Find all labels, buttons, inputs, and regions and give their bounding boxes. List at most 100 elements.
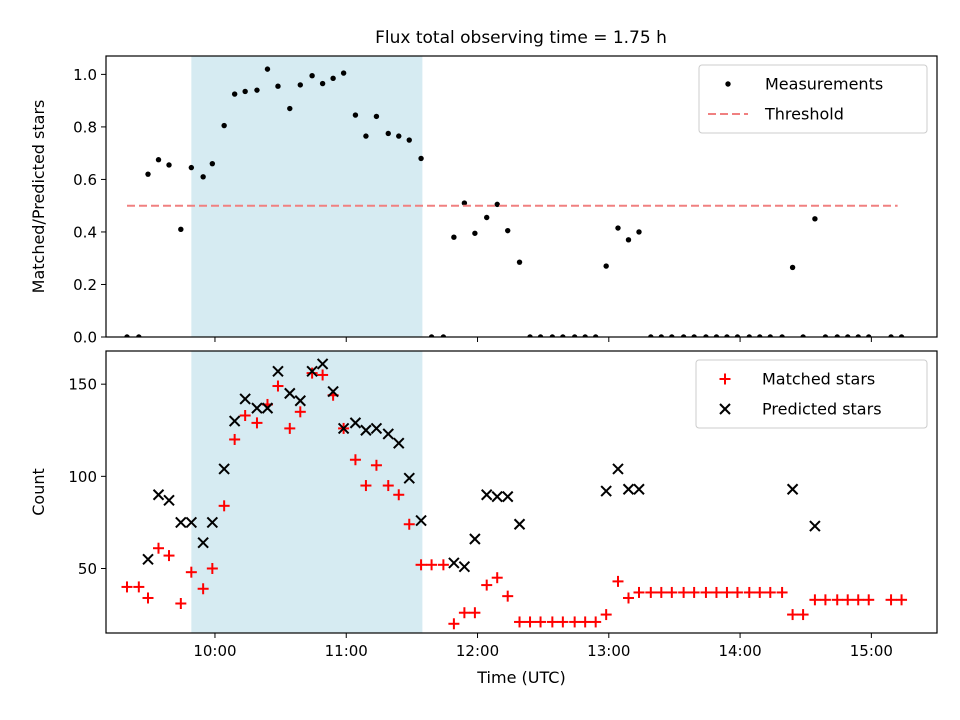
data-point: [513, 518, 526, 530]
y-tick-label: 0.6: [73, 171, 97, 189]
data-point: [309, 72, 315, 79]
data-point: [633, 483, 645, 495]
data-point: [863, 594, 875, 606]
data-point: [382, 428, 394, 440]
data-point: [188, 164, 195, 171]
data-point: [582, 334, 588, 337]
plot-area: [121, 358, 908, 630]
data-point: [370, 422, 383, 435]
data-point: [145, 171, 151, 177]
data-point: [385, 130, 391, 137]
data-point: [136, 334, 142, 337]
data-point: [603, 263, 609, 269]
data-point: [133, 581, 145, 593]
data-point: [228, 415, 241, 427]
data-point: [396, 133, 402, 139]
y-tick-label: 1.0: [73, 66, 97, 84]
data-point: [721, 586, 733, 598]
data-point: [600, 485, 612, 497]
data-point: [710, 586, 722, 598]
data-point: [306, 367, 318, 379]
data-point: [440, 334, 447, 337]
data-point: [546, 616, 558, 628]
data-point: [787, 609, 799, 621]
data-point: [272, 365, 284, 377]
data-point: [622, 592, 634, 604]
data-point: [218, 463, 230, 475]
data-point: [535, 616, 547, 628]
data-point: [218, 500, 230, 512]
data-point: [251, 417, 263, 429]
data-point: [505, 227, 511, 234]
data-point: [284, 422, 296, 434]
data-point: [142, 592, 154, 604]
legend-marker: [719, 403, 731, 415]
legend-entry: Measurements: [725, 75, 883, 94]
data-point: [491, 490, 503, 503]
legend-marker: [725, 81, 731, 87]
legend-entry: Predicted stars: [719, 400, 882, 419]
data-point: [121, 581, 133, 593]
y-tick-label: 150: [68, 376, 97, 394]
data-point: [360, 480, 372, 492]
data-point: [458, 560, 471, 573]
data-point: [557, 616, 569, 628]
data-point: [678, 586, 690, 598]
data-point: [229, 433, 241, 445]
data-point: [175, 516, 187, 529]
data-point: [155, 157, 162, 163]
data-point: [166, 162, 172, 168]
data-point: [491, 572, 503, 584]
data-point: [896, 594, 908, 606]
data-point: [549, 334, 556, 337]
y-tick-label: 100: [68, 468, 97, 486]
data-point: [197, 536, 209, 549]
data-point: [373, 113, 380, 120]
data-point: [789, 264, 796, 271]
data-point: [885, 594, 897, 606]
data-point: [834, 334, 840, 337]
data-point: [655, 586, 667, 598]
x-tick-label: 13:00: [587, 642, 630, 660]
data-point: [294, 406, 306, 418]
data-point: [418, 155, 424, 162]
data-point: [287, 105, 293, 112]
data-point: [251, 402, 263, 414]
axes-frame: [105, 350, 938, 634]
data-point: [514, 616, 526, 628]
data-point: [700, 586, 712, 598]
data-point: [600, 609, 612, 621]
data-point: [428, 334, 435, 337]
data-point: [254, 87, 260, 93]
legend-marker: [719, 373, 731, 385]
data-point: [855, 334, 861, 337]
legend-entry: Threshold: [708, 105, 844, 124]
data-point: [340, 70, 347, 76]
data-point: [767, 334, 773, 337]
data-point: [231, 91, 238, 97]
data-point: [797, 609, 809, 621]
data-point: [819, 594, 831, 606]
x-tick-label: 10:00: [193, 642, 236, 660]
axes-frame: [105, 55, 938, 338]
data-point: [633, 586, 645, 598]
data-point: [713, 334, 720, 337]
x-tick-label: 12:00: [456, 642, 499, 660]
legend-box: [695, 359, 928, 429]
series-predicted-stars: [142, 358, 821, 573]
legend-label: Matched stars: [762, 370, 875, 389]
data-point: [888, 334, 894, 337]
data-point: [691, 334, 697, 337]
plot-area: [124, 66, 905, 337]
data-point: [352, 112, 359, 118]
data-point: [734, 334, 741, 337]
data-point: [746, 334, 752, 337]
data-point: [579, 616, 591, 628]
data-point: [221, 122, 227, 129]
data-point: [363, 133, 369, 139]
data-point: [153, 542, 165, 554]
data-point: [809, 594, 821, 606]
data-point: [612, 575, 624, 587]
legend-box: [698, 64, 928, 134]
data-point: [142, 553, 154, 565]
